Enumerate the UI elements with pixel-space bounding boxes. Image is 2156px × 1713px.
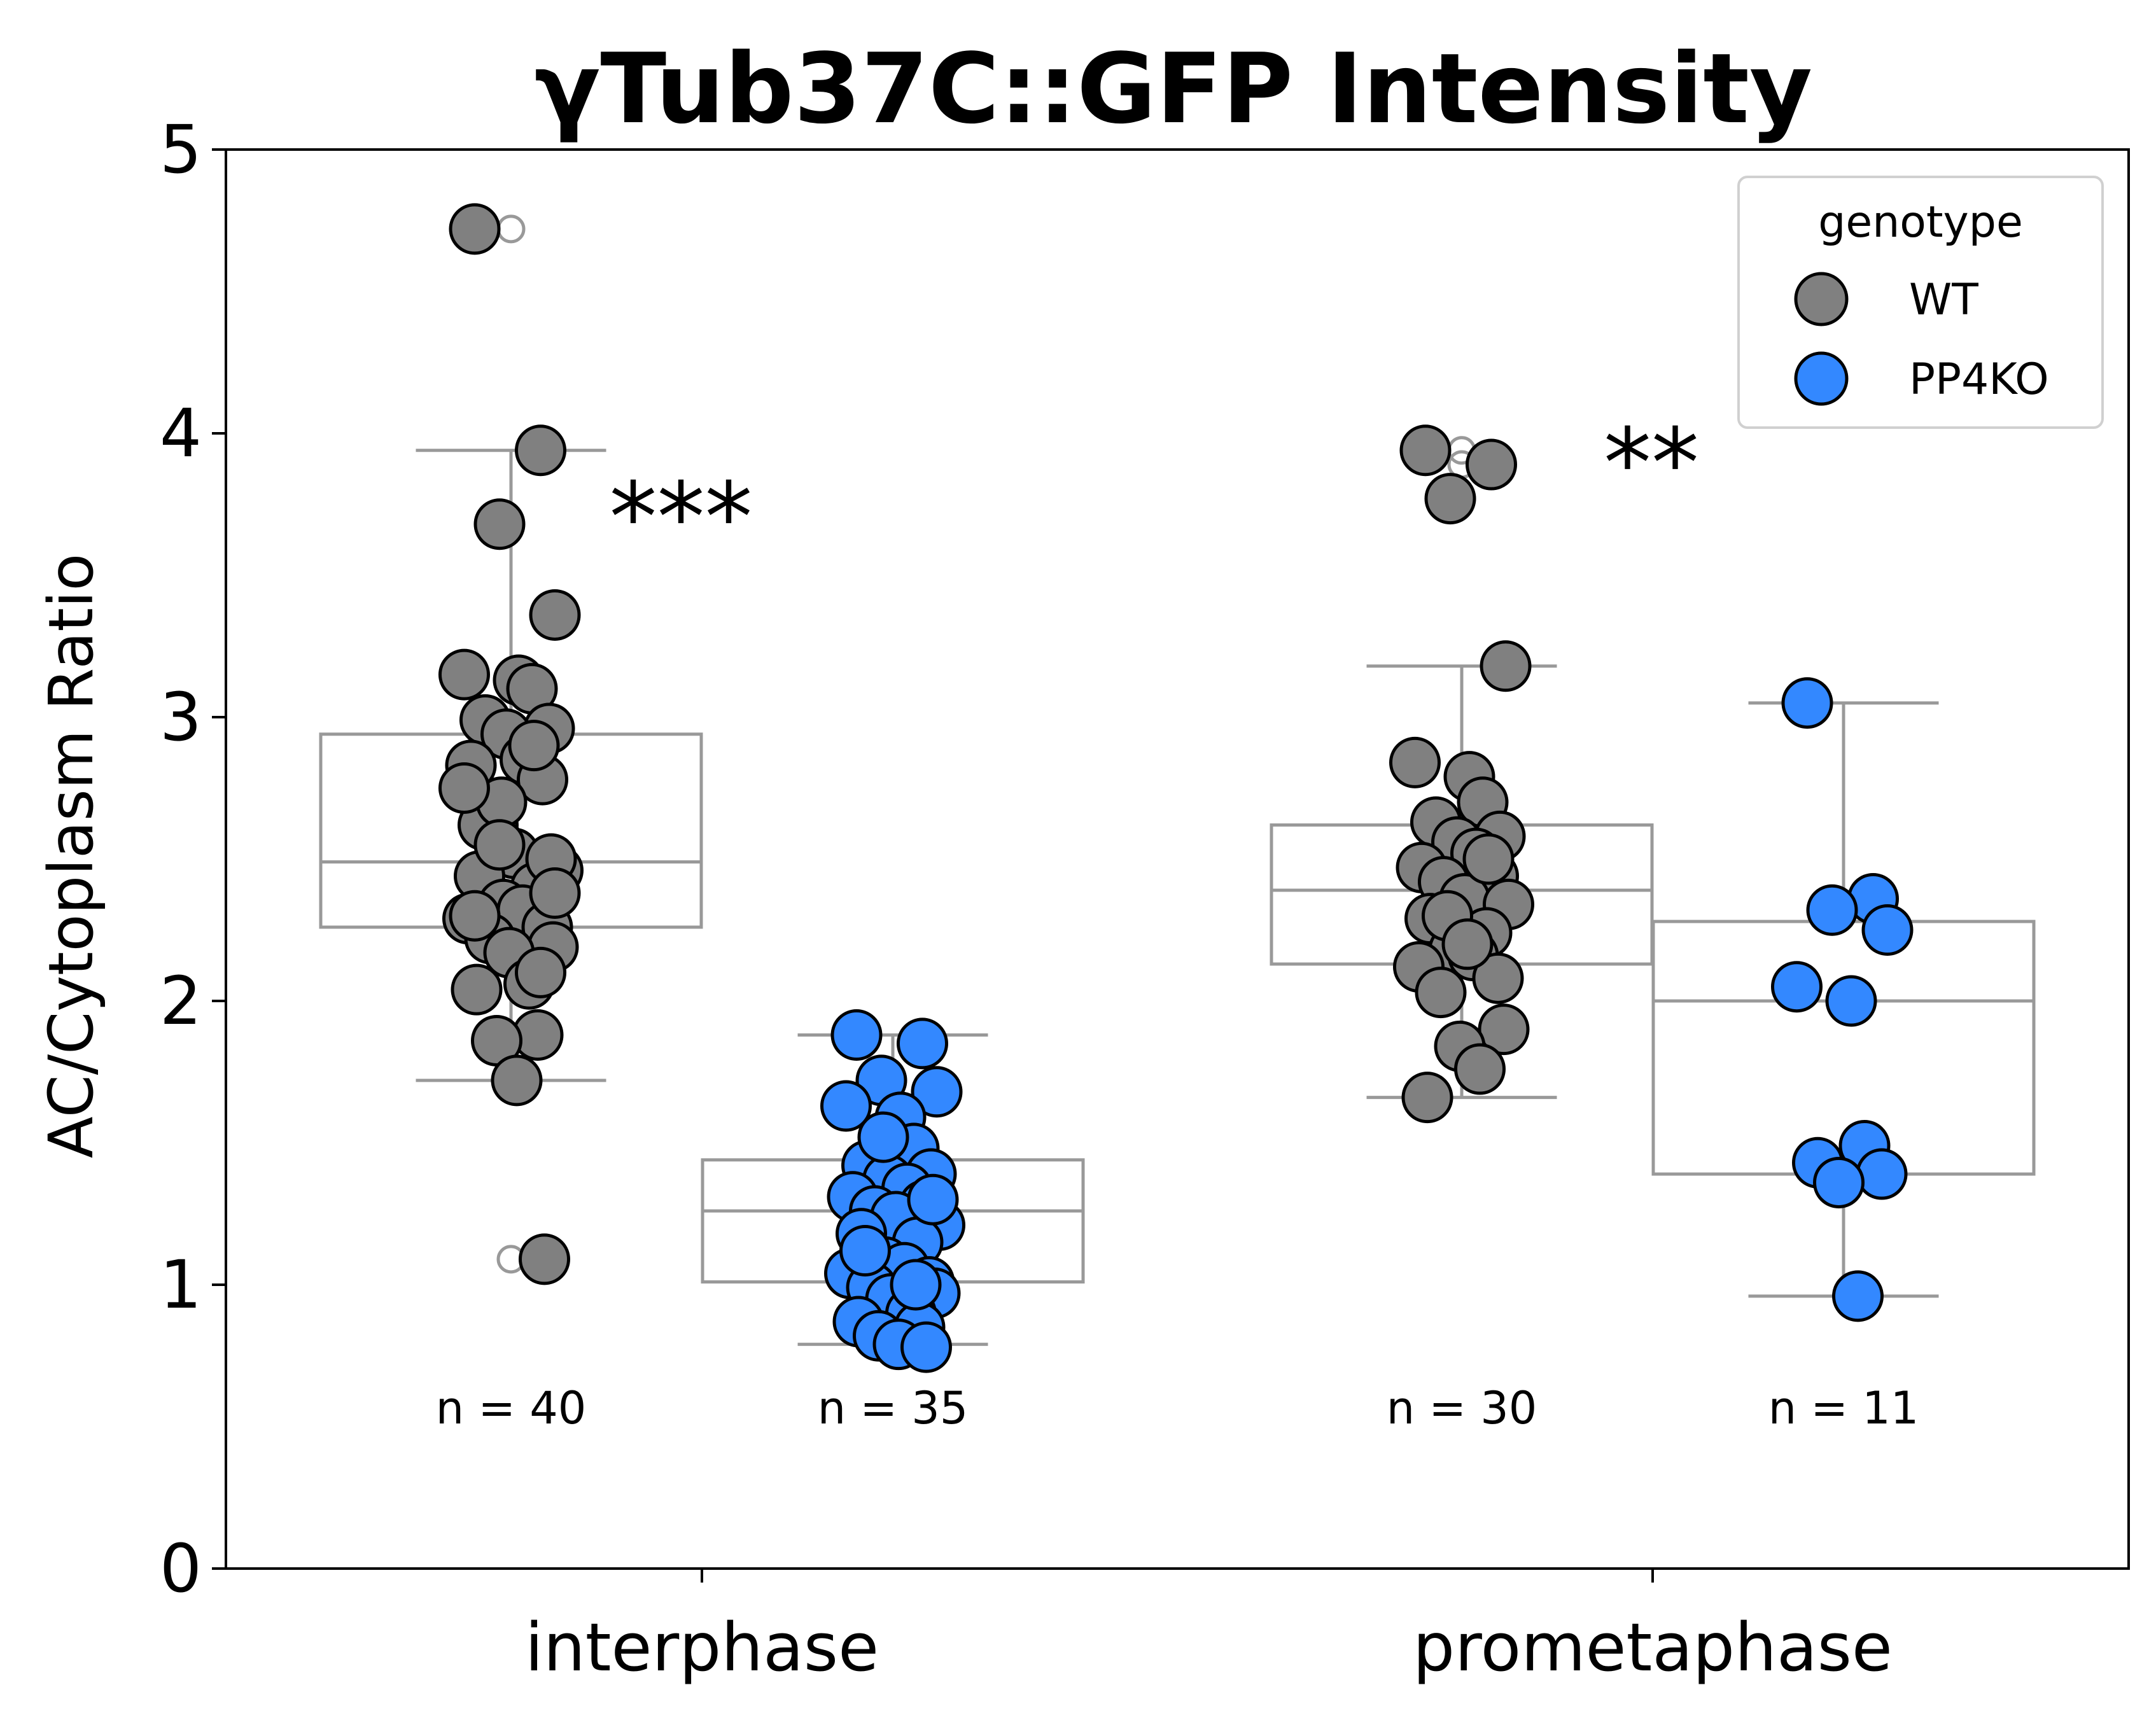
data-point-WT [491, 1054, 543, 1107]
plot-frame [225, 148, 2130, 1570]
outlier-marker [496, 214, 526, 244]
data-point-WT [1472, 952, 1524, 1004]
data-point-WT [515, 424, 566, 477]
data-point-WT [473, 819, 526, 871]
data-point-WT [1424, 473, 1476, 525]
data-point-WT [473, 498, 526, 550]
chart-title: γTub37C::GFP Intensity [535, 32, 1812, 145]
n-count-label: n = 11 [1768, 1382, 1919, 1434]
box-PP4KO-prometaphase: n = 11 [1651, 701, 2036, 1434]
data-point-PP4KO [907, 1173, 959, 1226]
data-point-PP4KO [857, 1111, 909, 1163]
legend-label-WT: WT [1909, 275, 1978, 325]
data-point-PP4KO [1861, 904, 1914, 956]
data-point-WT [451, 963, 503, 1016]
data-point-PP4KO [1856, 1148, 1908, 1200]
legend: genotype WT PP4KO [1737, 176, 2104, 429]
data-point-WT [1478, 1003, 1530, 1056]
data-point-PP4KO [1806, 884, 1858, 936]
data-point-PP4KO [1771, 961, 1823, 1013]
data-point-WT [438, 648, 490, 701]
plot-area: 0 1 2 3 4 5 interphase prometaphase [160, 111, 2130, 1686]
n-count-label: n = 40 [436, 1382, 587, 1434]
significance-stars-prometaphase: ** [1604, 409, 1699, 519]
data-point-PP4KO [820, 1080, 872, 1132]
data-point-WT [1454, 1043, 1506, 1095]
x-tick-label-prometaphase: prometaphase [1413, 1609, 1893, 1686]
n-count-label: n = 35 [818, 1382, 969, 1434]
data-point-WT [1401, 1072, 1453, 1124]
data-point-PP4KO [830, 1009, 883, 1061]
data-point-PP4KO [900, 1321, 952, 1373]
y-tick-label: 1 [160, 1246, 202, 1324]
y-tick-label: 4 [160, 395, 202, 472]
data-point-WT [1415, 967, 1467, 1019]
data-point-WT [515, 946, 566, 998]
y-axis-label: AC/Cytoplasm Ratio [36, 554, 107, 1159]
legend-marker-WT [1794, 272, 1849, 326]
x-tick-label-interphase: interphase [525, 1609, 879, 1686]
data-point-WT [508, 720, 560, 772]
data-point-WT [1399, 424, 1452, 477]
data-point-PP4KO [1813, 1156, 1865, 1208]
data-point-PP4KO [1825, 975, 1877, 1027]
data-point-WT [1389, 736, 1441, 788]
data-point-PP4KO [890, 1259, 942, 1311]
data-point-WT [1462, 833, 1515, 885]
data-point-WT [1466, 438, 1517, 491]
annotations-layer: *** ** [610, 409, 1700, 573]
y-tick-label: 5 [160, 111, 202, 188]
data-point-WT [438, 762, 490, 814]
data-point-PP4KO [839, 1224, 891, 1276]
data-point-WT [529, 589, 581, 641]
data-point-PP4KO [897, 1017, 948, 1070]
data-point-WT [519, 1233, 570, 1285]
data-point-PP4KO [1832, 1270, 1884, 1322]
data-point-WT [449, 890, 501, 942]
data-point-WT [529, 867, 581, 919]
data-point-WT [1480, 640, 1532, 692]
y-tick-label: 2 [160, 962, 202, 1040]
n-count-label: n = 30 [1387, 1382, 1537, 1434]
legend-marker-PP4KO [1794, 351, 1849, 406]
data-point-WT [1441, 918, 1494, 970]
legend-label-PP4KO: PP4KO [1909, 354, 2049, 405]
points-layer [438, 203, 1914, 1373]
data-point-WT [449, 203, 501, 255]
data-point-PP4KO [911, 1066, 963, 1118]
y-tick-label: 3 [160, 678, 202, 756]
legend-title: genotype [1818, 197, 2023, 248]
significance-stars-interphase: *** [610, 463, 753, 573]
y-tick-label: 0 [160, 1530, 202, 1607]
data-point-PP4KO [1781, 677, 1833, 729]
